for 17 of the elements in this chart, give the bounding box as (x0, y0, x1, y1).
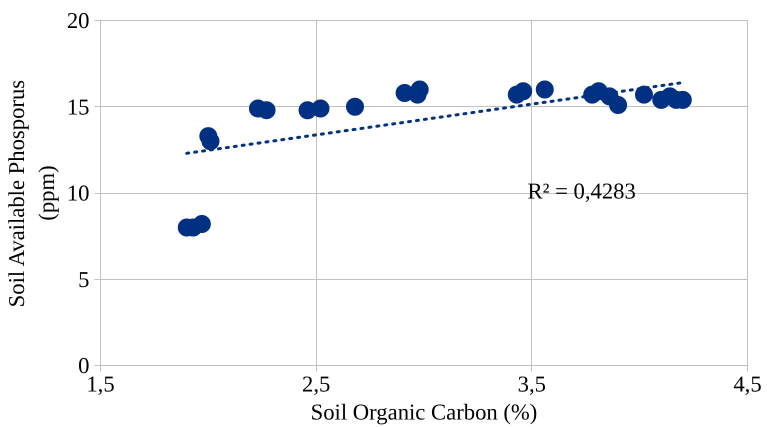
point (311, 99, 330, 118)
point (192, 215, 211, 234)
x-tick-label: 4,5 (733, 372, 762, 396)
y-tick-label: 20 (66, 8, 90, 33)
point (514, 82, 532, 100)
y-tick-label: 10 (66, 180, 90, 206)
point (634, 86, 653, 104)
x-axis-title: Soil Organic Carbon (%) (310, 400, 538, 424)
point (609, 96, 628, 114)
x-tick-label: 3,5 (518, 372, 546, 396)
y-tick-label: 15 (66, 94, 90, 120)
point (346, 98, 364, 116)
x-tick-label: 2,5 (302, 372, 330, 396)
point (536, 80, 554, 98)
y-tick-label: 5 (78, 266, 90, 292)
y-axis-title: Soil Available Phosporus (ppm) (4, 80, 59, 308)
annotation: R² = 0,4283 (528, 178, 636, 204)
